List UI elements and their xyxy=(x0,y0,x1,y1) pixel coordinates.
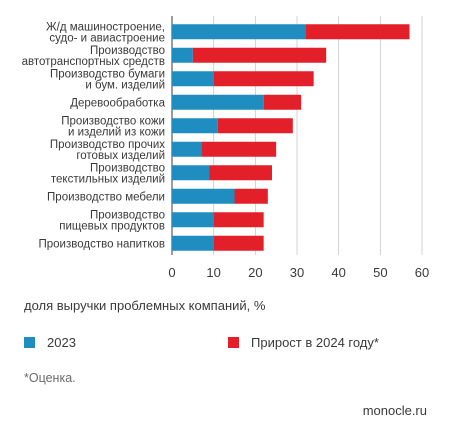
bar-2023 xyxy=(172,212,214,228)
legend-swatch-increase xyxy=(228,337,239,348)
legend-label-increase: Прирост в 2024 году* xyxy=(251,335,379,350)
bar-increase xyxy=(217,118,293,134)
bar-increase xyxy=(263,94,302,110)
category-label: Производство прочих готовых изделий xyxy=(50,139,165,162)
x-tick-label: 0 xyxy=(168,265,175,280)
x-tick-label: 50 xyxy=(373,265,387,280)
footnote: *Оценка. xyxy=(24,371,76,385)
category-label: Производство кожи и изделий из кожи xyxy=(61,115,165,138)
legend-label-2023: 2023 xyxy=(47,335,76,350)
bar-chart: 0 10 20 30 40 50 60 Ж/д машиностроение, судо- и … xyxy=(22,16,429,280)
bar-increase xyxy=(234,188,268,204)
category-label: Производство пищевых продуктов xyxy=(59,209,165,232)
category-label: Ж/д машиностроение, судо- и авиастроение xyxy=(46,21,165,44)
bar-increase xyxy=(192,47,327,63)
category-label: Производство бумаги и бум. изделий xyxy=(50,68,165,91)
bar-increase xyxy=(213,235,264,251)
bar-2023 xyxy=(172,118,218,134)
bar-2023 xyxy=(172,47,193,63)
bar-increase xyxy=(209,165,272,181)
source-label: monocle.ru xyxy=(362,403,427,418)
x-tick-label: 40 xyxy=(331,265,345,280)
bar-increase xyxy=(213,71,314,87)
bar-2023 xyxy=(172,165,210,181)
x-axis-label: доля выручки проблемных компаний, % xyxy=(24,298,266,313)
x-tick-label: 30 xyxy=(290,265,304,280)
x-tick-label: 10 xyxy=(206,265,220,280)
x-tick-label: 20 xyxy=(248,265,262,280)
bar-increase xyxy=(213,212,264,228)
category-label: Производство текстильных изделий xyxy=(51,162,165,185)
bar-increase xyxy=(201,141,277,157)
category-label: Производство автотранспортных средств xyxy=(22,45,165,68)
bar-2023 xyxy=(172,24,306,40)
category-label: Производство напитков xyxy=(38,238,165,250)
bar-2023 xyxy=(172,71,214,87)
bar-2023 xyxy=(172,141,202,157)
bar-2023 xyxy=(172,235,214,251)
category-label: Деревообработка xyxy=(70,97,165,109)
category-label: Производство мебели xyxy=(47,191,165,203)
x-tick-label: 60 xyxy=(415,265,429,280)
legend-item-2023: 2023 xyxy=(24,335,76,350)
bar-increase xyxy=(305,24,410,40)
bar-2023 xyxy=(172,94,264,110)
legend-item-increase: Прирост в 2024 году* xyxy=(228,335,379,350)
bar-2023 xyxy=(172,188,235,204)
legend-swatch-2023 xyxy=(24,337,35,348)
